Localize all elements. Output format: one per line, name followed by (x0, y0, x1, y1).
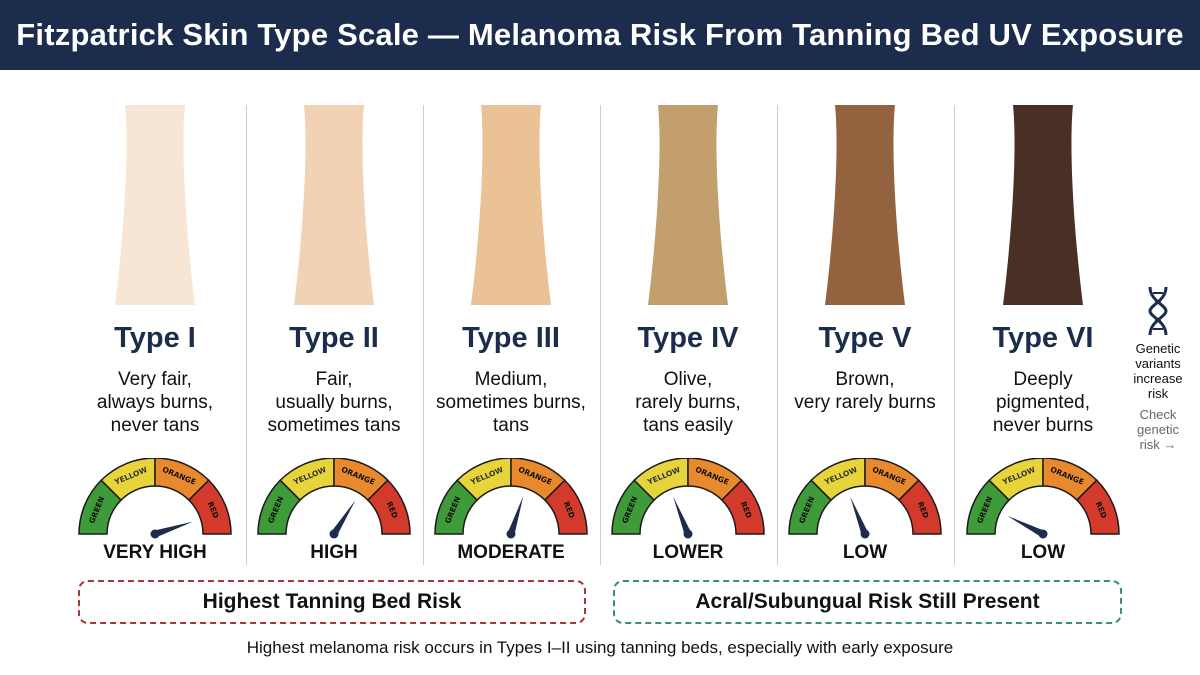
skin-type-column: Type II Fair, usually burns, sometimes t… (248, 100, 420, 570)
genetic-note-line: risk (1147, 386, 1169, 401)
gauge-segment (633, 458, 689, 502)
genetic-note-line: variants (1135, 356, 1181, 371)
column-divider (246, 105, 247, 565)
gauge-needle (331, 500, 356, 536)
page-title: Fitzpatrick Skin Type Scale — Melanoma R… (16, 17, 1184, 52)
dna-icon (1148, 286, 1168, 336)
highest-risk-label: Highest Tanning Bed Risk (202, 590, 462, 613)
gauge-hub (860, 529, 870, 539)
description-line: very rarely burns (794, 392, 936, 413)
skin-type-column: Type VI Deeply pigmented, never burns GR… (957, 100, 1129, 570)
gauge-segment (366, 479, 411, 535)
acral-risk-box: Acral/Subungual Risk Still Present (613, 580, 1122, 624)
skin-type-description: Very fair, always burns, never tans (69, 368, 241, 437)
gauge-segment (279, 458, 335, 502)
risk-label: MODERATE (457, 542, 565, 563)
description-line: sometimes tans (267, 415, 401, 436)
description-line: Medium, (474, 369, 548, 390)
description-line: Very fair, (118, 369, 192, 390)
gauge-needle (1007, 515, 1045, 538)
gauge-segment (810, 458, 866, 502)
gauge-segment (988, 458, 1044, 502)
risk-label: LOW (842, 542, 888, 563)
gauge-segment (897, 479, 942, 535)
risk-label: HIGH (310, 542, 358, 563)
column-divider (600, 105, 601, 565)
description-line: sometimes burns, (436, 392, 586, 413)
column-divider (777, 105, 778, 565)
gauge-segment (1075, 479, 1120, 535)
genetic-note-line: increase (1133, 371, 1183, 386)
risk-label: LOW (1020, 542, 1066, 563)
description-line: always burns, (96, 392, 214, 413)
skin-type-description: Medium, sometimes burns, tans (425, 368, 597, 437)
gauge-hub (150, 529, 160, 539)
description-line: Olive, (663, 369, 713, 390)
highest-risk-box: Highest Tanning Bed Risk (78, 580, 586, 624)
acral-risk-label: Acral/Subungual Risk Still Present (695, 590, 1040, 613)
column-divider (423, 105, 424, 565)
gauge-segment (456, 458, 512, 502)
description-line: Deeply (1013, 369, 1073, 390)
skin-type-description: Olive, rarely burns, tans easily (602, 368, 774, 437)
gauge-needle (673, 496, 692, 536)
check-genetic-risk-link[interactable]: Check genetic risk → (1128, 407, 1188, 452)
description-line: usually burns, (275, 392, 393, 413)
skin-type-column: Type I Very fair, always burns, never ta… (69, 100, 241, 570)
description-line: never burns (992, 415, 1094, 436)
skin-type-column: Type III Medium, sometimes burns, tans G… (425, 100, 597, 570)
risk-label: VERY HIGH (103, 542, 207, 563)
gauge-hub (1038, 529, 1048, 539)
genetic-risk-note: Genetic variants increase risk Check gen… (1128, 285, 1188, 452)
skin-type-description: Brown, very rarely burns (779, 368, 951, 414)
description-line: rarely burns, (635, 392, 741, 413)
description-line: never tans (110, 415, 200, 436)
gauge-segment (187, 479, 232, 535)
skin-type-name: Type IV (637, 322, 739, 354)
skin-type-description: Deeply pigmented, never burns (957, 368, 1129, 437)
risk-label: LOWER (652, 542, 724, 563)
skin-type-column: Type IV Olive, rarely burns, tans easily… (602, 100, 774, 570)
skin-type-description: Fair, usually burns, sometimes tans (248, 368, 420, 437)
skin-type-name: Type II (289, 322, 379, 354)
description-line: tans (493, 415, 529, 436)
gauge-segment (720, 479, 765, 535)
gauge-hub (683, 529, 693, 539)
title-bar: Fitzpatrick Skin Type Scale — Melanoma R… (0, 0, 1200, 70)
description-line: Fair, (315, 369, 353, 390)
skin-tone-arm (115, 105, 195, 305)
footnote: Highest melanoma risk occurs in Types I–… (246, 638, 954, 657)
check-link-line: Check (1139, 407, 1177, 422)
gauge-needle (507, 495, 524, 536)
skin-type-name: Type III (462, 322, 560, 354)
gauge-segment (543, 479, 588, 535)
skin-type-name: Type V (818, 322, 912, 354)
skin-type-name: Type VI (992, 322, 1094, 354)
skin-tone-arm (825, 105, 905, 305)
description-line: pigmented, (995, 392, 1090, 413)
gauge-hub (506, 529, 516, 539)
gauge-hub (329, 529, 339, 539)
skin-tone-arm (471, 105, 551, 305)
skin-type-name: Type I (114, 322, 196, 354)
check-link-line: risk → (1139, 437, 1177, 452)
description-line: Brown, (835, 369, 895, 390)
skin-tone-arm (294, 105, 374, 305)
gauge-segment (100, 458, 156, 502)
check-link-line: genetic (1137, 422, 1179, 437)
column-divider (954, 105, 955, 565)
genetic-note-line: Genetic (1135, 341, 1181, 356)
gauge-needle (153, 521, 194, 538)
skin-type-column: Type V Brown, very rarely burns GREEN YEL… (779, 100, 951, 570)
description-line: tans easily (643, 415, 733, 436)
gauge-needle (850, 496, 869, 536)
skin-tone-arm (1003, 105, 1083, 305)
skin-tone-arm (648, 105, 728, 305)
